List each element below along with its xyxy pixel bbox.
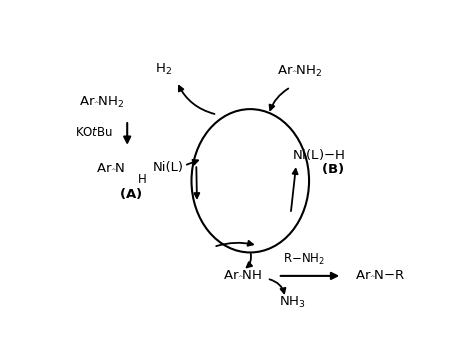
Text: R$-$NH$_2$: R$-$NH$_2$ (283, 252, 324, 267)
Text: Ni(L): Ni(L) (153, 161, 184, 174)
Text: Ar$\widehat{\ }$N: Ar$\widehat{\ }$N (96, 162, 125, 175)
Text: H: H (137, 173, 146, 186)
Text: $\mathbf{(A)}$: $\mathbf{(A)}$ (119, 186, 143, 201)
Text: NH$_3$: NH$_3$ (279, 295, 306, 310)
Text: KO$t$Bu: KO$t$Bu (75, 126, 113, 139)
Text: $\mathbf{(B)}$: $\mathbf{(B)}$ (321, 161, 345, 176)
Text: Ar$\widehat{\ }$NH$_2$: Ar$\widehat{\ }$NH$_2$ (79, 95, 124, 110)
Text: Ni(L)$-$H: Ni(L)$-$H (292, 147, 345, 162)
Text: Ar$\widehat{\ }$N$-$R: Ar$\widehat{\ }$N$-$R (356, 269, 406, 282)
Text: Ar$\widehat{\ }$NH: Ar$\widehat{\ }$NH (224, 269, 262, 282)
Text: H$_2$: H$_2$ (155, 62, 173, 77)
Text: Ar$\widehat{\ }$NH$_2$: Ar$\widehat{\ }$NH$_2$ (277, 64, 322, 79)
